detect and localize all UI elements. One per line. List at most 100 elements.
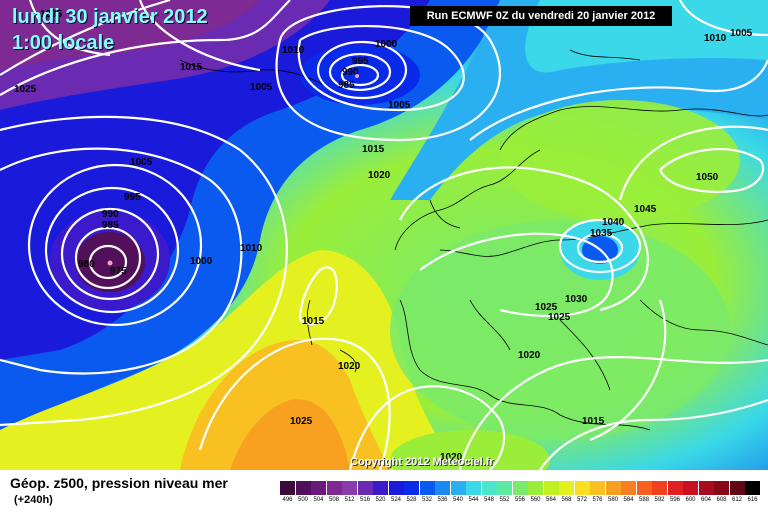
pressure-label: 1005 [388,100,411,111]
pressure-labels: 1035 1025 1015 1010 1005 1000 995 990 98… [14,9,753,463]
pressure-label: 1010 [704,33,727,44]
pressure-label: 1025 [548,312,571,323]
scale-tick-label: 516 [359,497,370,503]
scale-swatch [559,481,574,495]
scale-tick-label: 504 [313,497,324,503]
scale-tick-label: 500 [297,497,308,503]
field-green-europe [390,220,730,440]
scale-tick-label: 588 [638,497,649,503]
copyright: Copyright 2012 Meteociel.fr [350,456,494,468]
scale-tick-label: 520 [375,497,386,503]
scale-tick-label: 540 [452,497,463,503]
scale-swatch [512,481,528,495]
pressure-label: 1005 [250,82,273,93]
pressure-label: 1020 [368,170,391,181]
pressure-label: 1020 [440,452,463,463]
pressure-label: 1015 [582,416,605,427]
pressure-label: 1005 [130,157,153,168]
scale-tick-label: 568 [561,497,572,503]
scale-swatch [652,481,667,495]
pressure-label: 995 [352,56,369,67]
pressure-label: 990 [342,67,359,78]
field-lime-south [390,430,550,470]
scale-swatch [388,481,404,495]
pressure-label: 1000 [190,256,213,267]
scale-swatch [419,481,435,495]
scale-swatch [729,481,745,495]
scale-swatch [636,481,652,495]
scale-swatch [295,481,311,495]
scale-swatch [605,481,621,495]
legend-lead: (+240h) [14,494,53,506]
pressure-label: 1050 [696,172,719,183]
scale-swatch [450,481,466,495]
scale-tick-label: 560 [530,497,541,503]
pressure-label: 1035 [590,228,613,239]
pressure-label: 1040 [602,217,625,228]
scale-tick-label: 576 [592,497,603,503]
scale-tick-label: 616 [747,497,758,503]
scale-swatch [326,481,342,495]
scale-tick-label: 532 [421,497,432,503]
pressure-label: 975 [110,266,127,277]
field-lime-north [500,100,740,220]
pressure-label: 1010 [240,243,263,254]
pressure-label: 1020 [518,350,541,361]
scale-tick-label: 580 [607,497,618,503]
scale-tick-label: 548 [483,497,494,503]
low-markers [107,74,359,266]
pressure-label: 985 [338,80,355,91]
pressure-label: 990 [102,209,119,220]
weather-map: 1035 1025 1015 1010 1005 1000 995 990 98… [0,0,768,470]
forecast-time: 1:00 locale [12,32,115,54]
pressure-label: 995 [124,192,141,203]
scale-swatch [311,481,326,495]
scale-tick-label: 572 [576,497,587,503]
scale-tick-label: 524 [390,497,401,503]
legend-title: Géop. z500, pression niveau mer [10,475,228,491]
scale-swatch [280,481,295,495]
map-canvas: 1035 1025 1015 1010 1005 1000 995 990 98… [0,0,768,470]
pressure-label: 1000 [375,39,398,50]
pressure-label: 980 [78,259,95,270]
scale-swatch [667,481,683,495]
scale-swatch [745,481,760,495]
scale-swatch [497,481,512,495]
scale-swatch [543,481,559,495]
scale-tick-label: 564 [545,497,556,503]
pressure-label: 1015 [302,316,325,327]
scale-swatch [342,481,357,495]
scale-tick-label: 528 [406,497,417,503]
scale-swatch [590,481,605,495]
low-marker-west [107,260,113,266]
pressure-label: 1005 [730,28,753,39]
field-violet [0,0,260,70]
legend-footer: Géop. z500, pression niveau mer (+240h) … [0,470,768,512]
scale-tick-label: 608 [716,497,727,503]
scale-tick-label: 544 [468,497,479,503]
scale-tick-label: 612 [731,497,742,503]
scale-tick-label: 508 [328,497,339,503]
field-orange-deep [230,399,350,470]
pressure-label: 1045 [634,204,657,215]
isobars [0,0,768,470]
scale-swatch [435,481,450,495]
scale-swatch [714,481,729,495]
scale-swatch [683,481,698,495]
scale-swatch [466,481,481,495]
scale-tick-label: 604 [700,497,711,503]
scale-tick-label: 496 [282,497,293,503]
pressure-label: 1020 [338,361,361,372]
pressure-label: 1010 [282,45,305,56]
scale-swatch [528,481,543,495]
scale-tick-label: 600 [685,497,696,503]
pressure-label: 1015 [180,62,203,73]
pressure-label: 1025 [535,302,558,313]
low-marker-north [355,74,359,78]
scale-tick-label: 584 [623,497,634,503]
scale-swatch [373,481,388,495]
scale-swatch [357,481,373,495]
forecast-date: lundi 30 janvier 2012 [12,6,208,28]
pressure-label: 1015 [362,144,385,155]
scale-swatch [621,481,636,495]
